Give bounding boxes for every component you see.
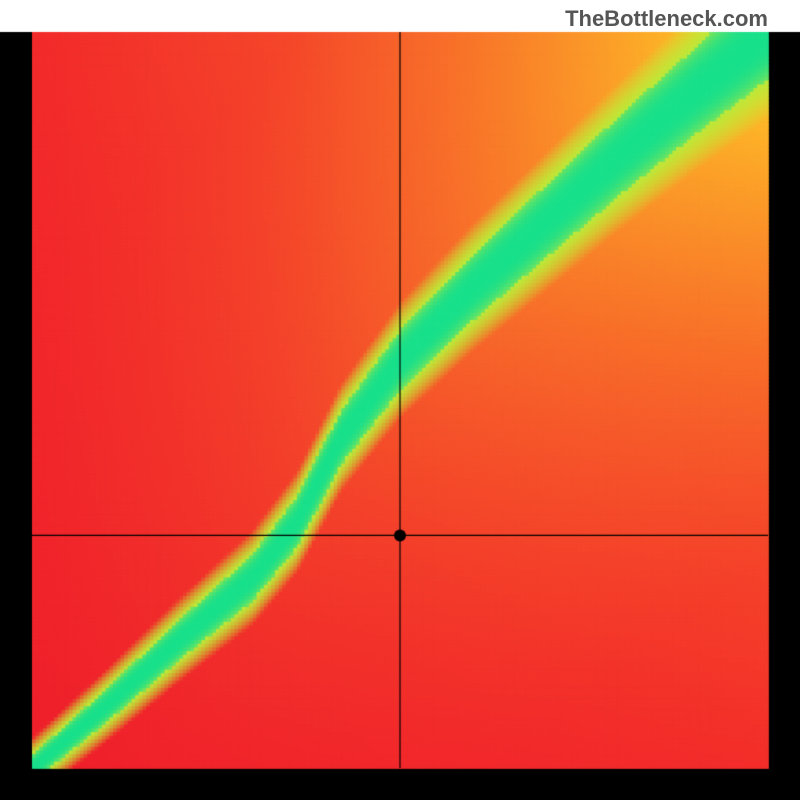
- chart-container: TheBottleneck.com: [0, 0, 800, 800]
- watermark-text: TheBottleneck.com: [565, 6, 768, 32]
- bottleneck-heatmap: [0, 0, 800, 800]
